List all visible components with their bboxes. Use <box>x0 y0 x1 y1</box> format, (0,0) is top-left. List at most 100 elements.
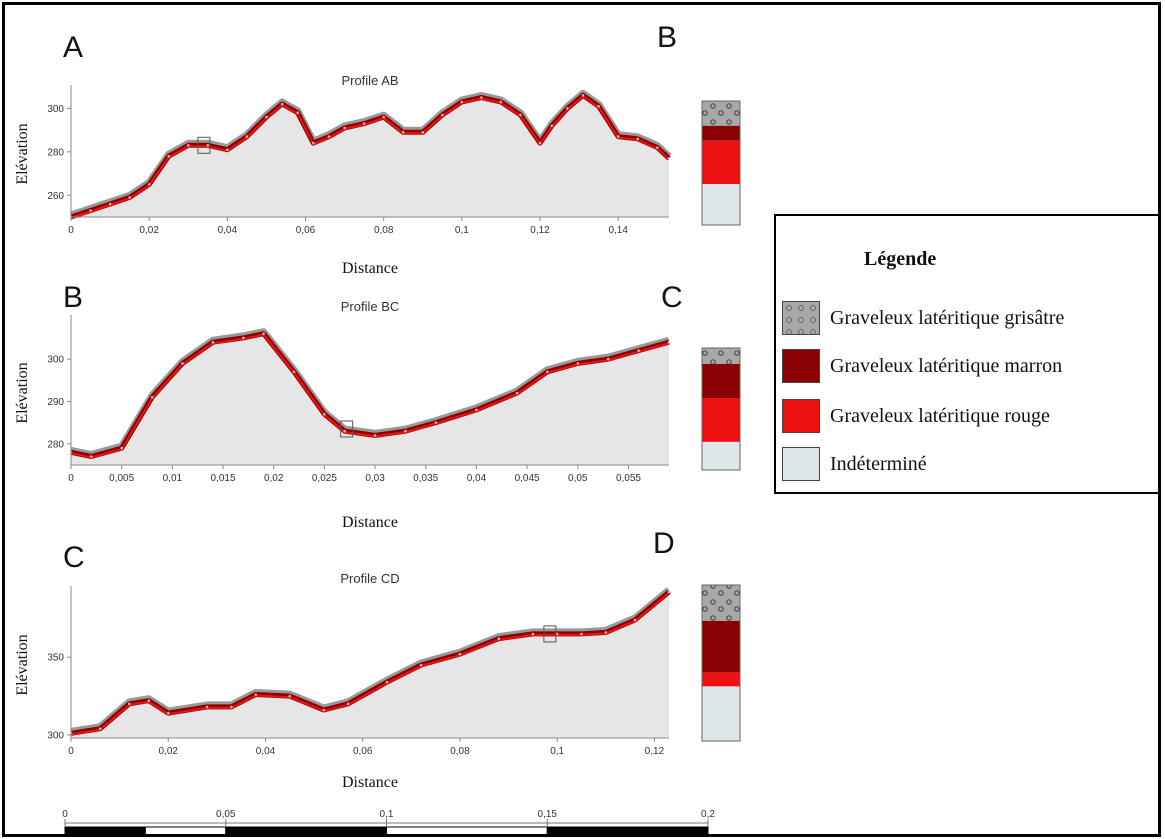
scale-bar-label: 0,05 <box>216 809 236 820</box>
y-axis-label: Elévation <box>14 362 31 423</box>
column-layer-marron <box>702 125 740 141</box>
x-tick-label: 0,03 <box>365 473 385 484</box>
indetermine-swatch-icon <box>782 447 820 481</box>
profile-point <box>108 202 112 206</box>
section-marker <box>543 625 557 643</box>
profile-point <box>181 362 184 365</box>
profile-point <box>292 370 296 374</box>
profile-point <box>128 196 131 199</box>
profile-point <box>187 144 190 147</box>
column-layer-marron <box>702 620 740 673</box>
x-tick-label: 0,14 <box>608 225 628 236</box>
x-tick-label: 0 <box>68 746 74 757</box>
column-layer-indetermine <box>702 441 740 470</box>
profile-point <box>515 391 519 395</box>
profile-point <box>280 102 284 106</box>
x-tick-label: 0,02 <box>139 225 159 236</box>
profile-point <box>499 100 503 104</box>
x-tick-label: 0,08 <box>450 746 470 757</box>
profile-chart-2: Profile BC 0 0,005 0,01 0,015 0,02 0,025 0,03 0,… <box>14 299 741 531</box>
profile-point <box>421 131 425 134</box>
column-layer-rouge <box>702 398 740 442</box>
profile-point <box>667 340 671 344</box>
profile-point <box>90 455 93 458</box>
profile-point <box>288 694 292 698</box>
profile-point <box>245 135 249 138</box>
profile-point <box>242 336 245 340</box>
x-tick-label: 0,045 <box>515 473 540 484</box>
scale-bar-label: 0 <box>62 809 68 820</box>
profile-point <box>616 135 620 138</box>
profile-point <box>460 100 464 104</box>
x-tick-label: 0,12 <box>645 746 665 757</box>
profile-point <box>637 349 640 352</box>
corner-label-c: C <box>63 541 85 574</box>
column-layer-grisatre <box>702 348 740 364</box>
x-axis-label: Distance <box>342 514 398 531</box>
x-tick-label: 0,035 <box>413 473 438 484</box>
x-tick-label: 0,04 <box>218 225 238 236</box>
y-tick-label: 280 <box>47 439 64 450</box>
profile-chart-1: Profile AB 0 0,02 0,04 0,06 0,08 0,1 0,12 0,14 26… <box>14 73 741 277</box>
column-layer-grisatre <box>702 101 740 126</box>
profile-point <box>382 115 386 119</box>
x-tick-label: 0,04 <box>256 746 276 757</box>
profile-point <box>385 680 389 684</box>
profile-point <box>322 708 326 712</box>
legend-item-grisatre: Graveleux latéritique grisâtre <box>782 298 1064 338</box>
legend-label-grisatre: Graveleux latéritique grisâtre <box>830 306 1065 329</box>
legend-item-marron: Graveleux latéritique marron <box>782 346 1062 386</box>
column-layer-indetermine <box>702 184 740 225</box>
profile-point <box>458 652 462 656</box>
corner-label-d: D <box>653 527 675 560</box>
profile-point <box>538 141 542 145</box>
profile-point <box>166 711 170 715</box>
scale-bar-segment <box>64 826 146 834</box>
x-tick-label: 0 <box>68 473 74 484</box>
profile-point <box>265 115 268 119</box>
profile-point <box>531 632 535 636</box>
profile-point <box>480 96 483 99</box>
y-axis-label: Elévation <box>14 634 31 695</box>
column-layer-rouge <box>702 672 740 687</box>
profile-point <box>150 395 154 399</box>
profile-point <box>566 107 569 110</box>
x-tick-label: 0,1 <box>550 746 564 757</box>
scale-bar-label: 0,2 <box>701 809 715 820</box>
legend-label-indetermine: Indéterminé <box>830 452 927 475</box>
terrain-area <box>71 592 669 738</box>
profile-point <box>604 631 608 634</box>
chart-title: Profile AB <box>341 73 398 88</box>
profile-point <box>606 357 610 361</box>
profile-point <box>296 111 300 114</box>
x-tick-label: 0,04 <box>467 473 487 484</box>
profile-point <box>98 727 102 730</box>
terrain-area <box>71 95 669 217</box>
stratigraphic-column <box>701 100 741 226</box>
profile-point <box>419 663 423 667</box>
profile-point <box>226 148 229 151</box>
x-tick-label: 0,02 <box>159 746 179 757</box>
section-marker <box>197 136 211 154</box>
profile-point <box>362 122 366 125</box>
section-marker <box>340 420 354 438</box>
profile-point <box>633 618 637 622</box>
chart-title: Profile BC <box>341 299 400 314</box>
x-tick-label: 0,005 <box>109 473 134 484</box>
legend-label-marron: Graveleux latéritique marron <box>830 354 1063 377</box>
x-tick-label: 0,015 <box>211 473 236 484</box>
profile-point <box>580 632 583 636</box>
scale-bar-segment <box>144 826 227 834</box>
profile-point <box>597 104 600 108</box>
y-tick-label: 300 <box>47 355 64 366</box>
profile-point <box>581 94 585 97</box>
legend-item-rouge: Graveleux latéritique rouge <box>782 396 1050 436</box>
profile-point <box>343 429 347 433</box>
y-tick-label: 290 <box>47 397 64 408</box>
rouge-swatch-icon <box>782 399 820 433</box>
profile-point <box>323 412 326 416</box>
column-layer-rouge <box>702 140 740 185</box>
profile-point <box>475 408 478 412</box>
